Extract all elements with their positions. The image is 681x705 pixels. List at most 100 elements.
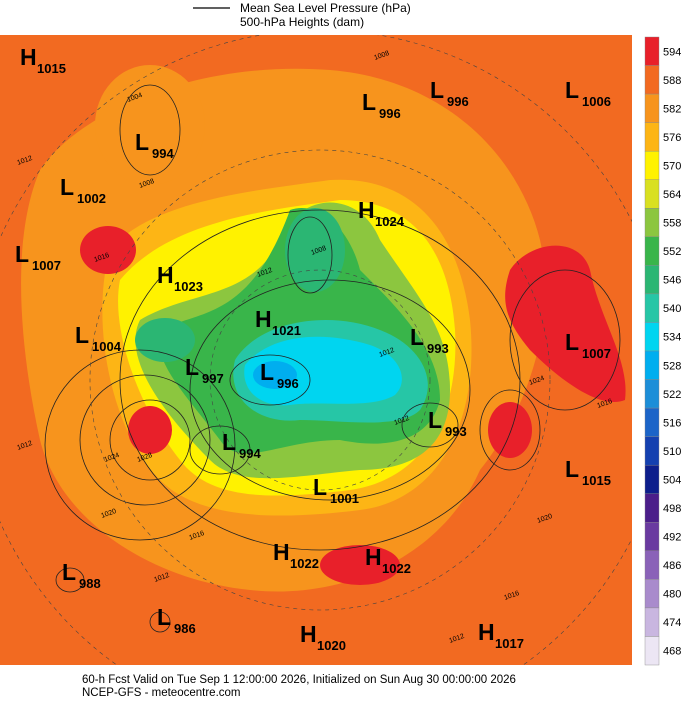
colorbar-label: 480 xyxy=(663,589,681,601)
contour-label: 1028 xyxy=(136,452,153,464)
pressure-center: L 994 xyxy=(135,129,174,161)
colorbar-label: 582 xyxy=(663,103,681,115)
contour-label: 1008 xyxy=(373,50,390,62)
center-type: L xyxy=(135,129,149,155)
center-type: L xyxy=(565,77,579,103)
center-type: H xyxy=(358,197,375,223)
footer-source: NCEP-GFS - meteocentre.com xyxy=(82,687,240,699)
colorbar-label: 576 xyxy=(663,132,681,144)
colorbar-box xyxy=(644,522,660,552)
contour-label: 1016 xyxy=(93,252,110,264)
colorbar-box xyxy=(644,93,660,123)
map xyxy=(0,35,632,665)
colorbar-box xyxy=(644,636,660,666)
legend-fill-label: 500-hPa Heights (dam) xyxy=(240,15,364,29)
colorbar-box xyxy=(644,464,660,494)
contour-label: 1012 xyxy=(153,572,170,584)
contour-label: 1008 xyxy=(310,245,327,257)
center-pressure: 1006 xyxy=(582,94,611,109)
pressure-center: L 996 xyxy=(430,77,469,109)
pressure-center: L 1007 xyxy=(565,329,611,361)
pressure-center: H 1021 xyxy=(255,306,301,338)
pressure-center: H 1024 xyxy=(358,197,405,229)
center-pressure: 996 xyxy=(379,106,401,121)
colorbar-box xyxy=(644,436,660,466)
pressure-center: H 1023 xyxy=(157,262,203,294)
pressure-center: H 1017 xyxy=(478,619,524,651)
pressure-center: H 1022 xyxy=(365,544,411,576)
center-type: L xyxy=(60,174,74,200)
center-type: L xyxy=(222,429,236,455)
center-type: H xyxy=(478,619,495,645)
center-type: H xyxy=(255,306,272,332)
contour-label: 1016 xyxy=(503,590,520,602)
pressure-center: H 1015 xyxy=(20,44,66,76)
contour-label: 1012 xyxy=(16,155,33,167)
colorbar-box xyxy=(644,579,660,609)
center-pressure: 1020 xyxy=(317,638,346,653)
center-type: L xyxy=(313,474,327,500)
center-type: L xyxy=(565,329,579,355)
colorbar-box xyxy=(644,607,660,637)
pressure-center: L 1006 xyxy=(565,77,611,109)
center-pressure: 1004 xyxy=(92,339,122,354)
colorbar-label: 516 xyxy=(663,417,681,429)
colorbar-label: 510 xyxy=(663,446,681,458)
contour-label: 1024 xyxy=(103,452,120,464)
pressure-center: H 1022 xyxy=(273,539,319,571)
colorbar-box xyxy=(644,379,660,409)
center-type: H xyxy=(157,262,174,288)
pressure-center: L 996 xyxy=(260,359,299,391)
colorbar-box xyxy=(644,122,660,152)
center-type: H xyxy=(273,539,290,565)
colorbar: 594 588 582 576 570 564 558 552 546 540 534 528 522 5… xyxy=(644,36,681,666)
pressure-center: L 1015 xyxy=(565,456,611,488)
colorbar-label: 558 xyxy=(663,218,681,230)
contour-label: 1012 xyxy=(16,440,33,452)
legend-line-label: Mean Sea Level Pressure (hPa) xyxy=(240,1,411,15)
center-pressure: 1015 xyxy=(37,61,66,76)
pressure-center: L 996 xyxy=(362,89,401,121)
colorbar-label: 492 xyxy=(663,532,681,544)
center-pressure: 996 xyxy=(277,376,299,391)
pressure-center: L 1001 xyxy=(313,474,359,506)
pressure-center: L 1002 xyxy=(60,174,106,206)
colorbar-box xyxy=(644,407,660,437)
center-type: L xyxy=(362,89,376,115)
colorbar-label: 570 xyxy=(663,160,681,172)
colorbar-label: 504 xyxy=(663,474,681,486)
colorbar-label: 486 xyxy=(663,560,681,572)
colorbar-box xyxy=(644,350,660,380)
center-type: L xyxy=(410,324,424,350)
center-type: L xyxy=(62,559,76,585)
colorbar-box xyxy=(644,65,660,95)
center-pressure: 1017 xyxy=(495,636,524,651)
center-pressure: 1007 xyxy=(32,258,61,273)
center-pressure: 1021 xyxy=(272,323,301,338)
center-pressure: 997 xyxy=(202,371,224,386)
pressure-center: L 993 xyxy=(428,407,467,439)
pressure-center: L 993 xyxy=(410,324,449,356)
colorbar-label: 474 xyxy=(663,617,681,629)
colorbar-label: 594 xyxy=(663,46,681,58)
contour-label: 1012 xyxy=(448,633,465,645)
colorbar-box xyxy=(644,493,660,523)
pressure-center: L 1004 xyxy=(75,322,122,354)
contour-label: 1008 xyxy=(138,178,155,190)
contour-label: 1012 xyxy=(256,267,273,279)
center-type: L xyxy=(15,241,29,267)
center-type: H xyxy=(20,44,37,70)
footer-valid: 60-h Fcst Valid on Tue Sep 1 12:00:00 20… xyxy=(82,674,516,686)
colorbar-box xyxy=(644,208,660,238)
center-type: L xyxy=(157,604,171,630)
contour-label: 1016 xyxy=(188,530,205,542)
colorbar-box xyxy=(644,293,660,323)
colorbar-label: 528 xyxy=(663,360,681,372)
center-pressure: 1007 xyxy=(582,346,611,361)
pressure-center: L 1007 xyxy=(15,241,61,273)
colorbar-box xyxy=(644,550,660,580)
contour-labels: 1008 1004 1012 1008 1016 1012 1008 1012 1024 1028… xyxy=(16,50,613,645)
pressure-center: L 988 xyxy=(62,559,101,591)
